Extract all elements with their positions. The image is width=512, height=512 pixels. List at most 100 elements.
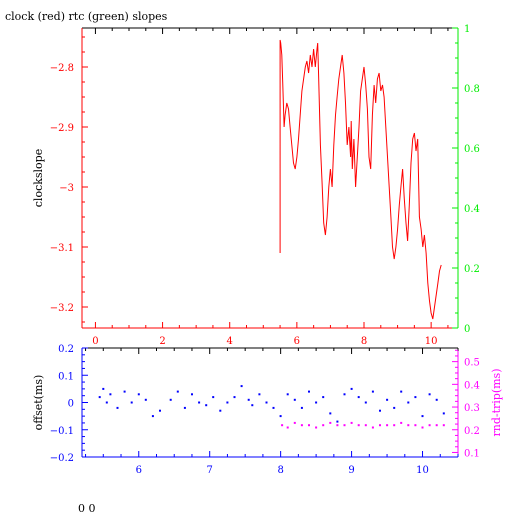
- point-offset: [144, 398, 147, 401]
- point-offset: [308, 390, 310, 393]
- y2-tick-label: 0.3: [464, 403, 480, 414]
- y-tick-label: 0.2: [58, 344, 74, 355]
- point-offset: [176, 390, 179, 393]
- y-tick-label: −3: [59, 183, 74, 194]
- point-offset: [109, 393, 112, 396]
- point-offset: [364, 401, 367, 404]
- point-offset: [279, 415, 282, 418]
- x-tick-label: 10: [416, 465, 429, 476]
- clock-slope-panel: 0 2 4 6 8 10 −3.2 −3.1 −3 −2.9 −2.8 0 0.2 0.4 0.6 0.8 1 c…: [32, 24, 480, 347]
- point-offset: [116, 406, 119, 409]
- y-tick-label: −0.1: [50, 426, 74, 437]
- x-tick-label: 8: [277, 465, 283, 476]
- point-offset: [357, 396, 360, 399]
- point-rnd-trip: [421, 426, 424, 429]
- x-tick-label: 4: [227, 336, 233, 347]
- point-offset: [159, 409, 161, 412]
- y2-tick-label: 0.6: [464, 144, 480, 155]
- point-offset: [265, 401, 268, 404]
- point-rnd-trip: [300, 424, 303, 427]
- y2-tick-label: 0.2: [464, 264, 480, 275]
- y2-tick-label: 0.5: [464, 358, 480, 369]
- x-tick-label: 6: [136, 465, 142, 476]
- point-offset: [205, 404, 208, 407]
- point-rnd-trip: [379, 424, 381, 427]
- x-tick-label: 9: [348, 465, 354, 476]
- point-rnd-trip: [336, 424, 339, 427]
- point-rnd-trip: [286, 426, 289, 429]
- point-rnd-trip: [407, 424, 410, 427]
- point-offset: [322, 396, 325, 399]
- x-tick-label: 0: [92, 336, 98, 347]
- point-offset: [198, 401, 201, 404]
- x-tick-label: 8: [361, 336, 367, 347]
- y2-tick-label: 0.1: [464, 448, 480, 459]
- point-rnd-trip: [329, 421, 332, 424]
- point-offset: [151, 415, 154, 418]
- point-rnd-trip: [400, 421, 403, 424]
- series-line-clock: [279, 39, 442, 320]
- y2-tick-label: 0.4: [464, 204, 480, 215]
- point-offset: [233, 396, 236, 399]
- x-tick-label: 6: [294, 336, 300, 347]
- point-offset: [130, 401, 133, 404]
- point-offset: [293, 398, 296, 401]
- point-offset: [212, 396, 215, 399]
- point-offset: [137, 393, 140, 396]
- point-offset: [336, 420, 339, 423]
- x-tick-label: 10: [425, 336, 438, 347]
- point-offset: [300, 406, 303, 409]
- point-offset: [442, 412, 445, 415]
- point-rnd-trip: [308, 424, 310, 427]
- point-offset: [329, 412, 332, 415]
- point-rnd-trip: [364, 424, 367, 427]
- point-rnd-trip: [414, 424, 417, 427]
- point-offset: [386, 398, 389, 401]
- point-offset: [421, 415, 424, 418]
- point-rnd-trip: [350, 421, 353, 424]
- point-offset: [191, 393, 193, 396]
- point-rnd-trip: [371, 426, 374, 429]
- y-axis-label: offset(ms): [32, 375, 45, 431]
- y2-tick-label: 0.4: [464, 380, 480, 391]
- point-rnd-trip: [386, 424, 389, 427]
- point-offset: [169, 398, 172, 401]
- y-tick-label: 0.1: [58, 371, 74, 382]
- y-tick-label: −0.2: [50, 453, 74, 464]
- x-tick-label: 2: [159, 336, 165, 347]
- point-offset: [350, 387, 353, 390]
- point-offset: [247, 398, 250, 401]
- point-rnd-trip: [442, 424, 445, 427]
- y2-tick-label: 0.8: [464, 84, 480, 95]
- x-tick-label: 7: [207, 465, 213, 476]
- point-offset: [393, 406, 396, 409]
- y2-axis-label: rnd-trip(ms): [490, 369, 503, 437]
- point-rnd-trip: [281, 424, 284, 427]
- offset-rndtrip-panel: 6 7 8 9 10 −0.2 −0.1 0 0.1 0.2 0.1 0.2 0.3 0.4 0.5 offs…: [32, 344, 503, 476]
- point-offset: [371, 390, 374, 393]
- y2-tick-label: 0.2: [464, 426, 480, 437]
- point-offset: [183, 406, 186, 409]
- point-rnd-trip: [428, 424, 431, 427]
- point-offset: [414, 396, 417, 399]
- y-tick-label: −2.8: [50, 63, 74, 74]
- y-tick-label: −3.1: [50, 243, 74, 254]
- y2-tick-label: 1: [464, 24, 470, 35]
- footer-label: 0 0: [78, 502, 96, 512]
- point-offset: [123, 390, 126, 393]
- point-offset: [286, 393, 289, 396]
- point-offset: [258, 393, 261, 396]
- point-offset: [251, 404, 254, 407]
- point-offset: [102, 387, 105, 390]
- point-offset: [98, 396, 101, 399]
- point-offset: [219, 409, 222, 412]
- figure-title: clock (red) rtc (green) slopes: [5, 10, 168, 23]
- point-offset: [272, 406, 275, 409]
- point-offset: [315, 401, 318, 404]
- point-offset: [226, 401, 229, 404]
- point-offset: [428, 393, 431, 396]
- point-offset: [105, 401, 108, 404]
- point-offset: [407, 401, 410, 404]
- point-rnd-trip: [315, 426, 318, 429]
